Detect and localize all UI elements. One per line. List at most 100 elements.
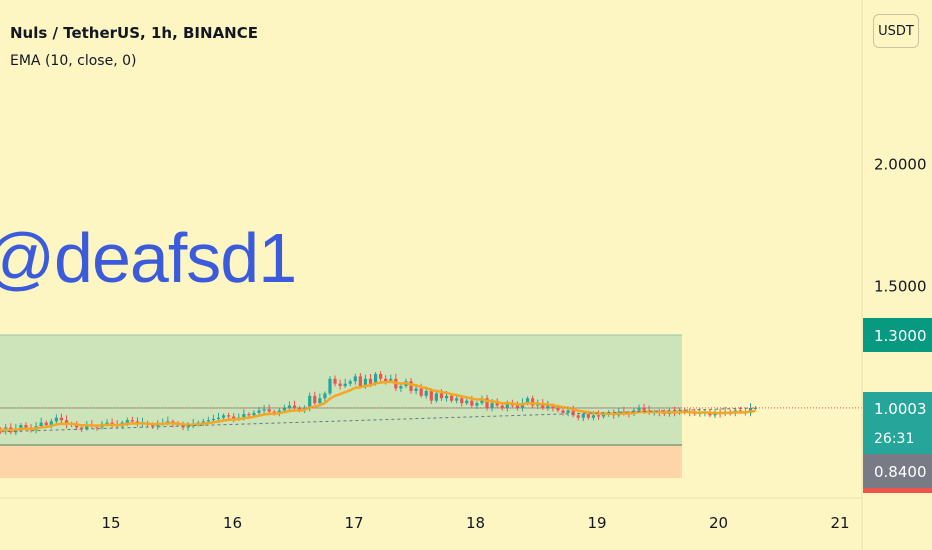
candle-body: [221, 415, 226, 418]
candle-body: [571, 410, 575, 416]
candle-body: [389, 378, 393, 382]
candle-body: [601, 414, 606, 417]
time-scale[interactable]: 15 16 17 18 19 20 21: [101, 514, 849, 532]
candle-body: [596, 415, 601, 417]
candle-body: [323, 393, 327, 399]
candle-body: [49, 421, 53, 426]
watermark-text: @deafsd1: [0, 219, 297, 297]
last-price-tag: [863, 392, 932, 454]
candle-body: [247, 414, 251, 416]
candle-body: [257, 410, 261, 413]
candle-body: [232, 416, 236, 419]
take-profit-tag-label: 1.3000: [874, 327, 927, 345]
candle-body: [439, 393, 444, 399]
candle-body: [262, 409, 266, 411]
candle-body: [424, 390, 428, 396]
candle-body: [338, 383, 342, 387]
candle-body: [252, 412, 256, 416]
candle-body: [318, 398, 322, 404]
candle-body: [368, 378, 373, 384]
candle-body: [282, 408, 286, 411]
candle-body: [328, 378, 332, 394]
time-tick-label: 21: [830, 514, 849, 532]
loss-zone: [0, 445, 682, 478]
candle-body: [80, 427, 84, 429]
position-zones: [0, 334, 682, 478]
time-tick-label: 19: [587, 514, 606, 532]
candle-body: [419, 388, 423, 396]
candle-body: [444, 395, 449, 399]
price-scale[interactable]: 2.0000 1.5000: [874, 156, 927, 296]
candle-body: [581, 414, 585, 418]
price-tick-label: 2.0000: [874, 156, 927, 174]
candle-body: [399, 386, 403, 389]
candle-body: [414, 388, 418, 391]
candle-body: [54, 417, 58, 422]
candle-body: [429, 390, 433, 401]
candle-body: [379, 373, 383, 379]
candle-body: [551, 405, 555, 408]
candle-body: [333, 378, 337, 384]
price-tick-label: 1.5000: [874, 277, 927, 295]
candle-body: [227, 415, 231, 417]
candle-body: [480, 398, 484, 404]
candle-body: [353, 376, 357, 382]
candle-body: [449, 395, 454, 401]
profit-zone: [0, 335, 682, 445]
time-tick-label: 20: [709, 514, 728, 532]
candle-body: [272, 411, 276, 413]
candle-body: [460, 398, 464, 404]
countdown-label: 26:31: [874, 431, 914, 447]
indicator-label[interactable]: EMA (10, close, 0): [10, 53, 137, 69]
candle-body: [44, 422, 48, 426]
candle-body: [586, 414, 590, 418]
candle-body: [495, 403, 499, 406]
candle-body: [434, 393, 438, 401]
trend-line: [0, 407, 756, 433]
stop-loss-tag-label: 0.8400: [874, 463, 927, 481]
candle-body: [308, 395, 312, 408]
candle-body: [561, 410, 565, 413]
ema-line: [0, 380, 756, 433]
stop-loss-edge: [863, 488, 932, 493]
candle-body: [642, 408, 646, 411]
candle-body: [384, 378, 388, 382]
candle-body: [753, 407, 758, 409]
time-tick-label: 17: [344, 514, 363, 532]
symbol-title[interactable]: Nuls / TetherUS, 1h, BINANCE: [10, 24, 258, 42]
chart-legend: Nuls / TetherUS, 1h, BINANCE EMA (10, cl…: [10, 24, 258, 69]
candle-body: [64, 420, 69, 426]
currency-button[interactable]: USDT: [873, 14, 919, 48]
candle-body: [211, 418, 216, 421]
time-tick-label: 18: [466, 514, 485, 532]
candle-body: [151, 425, 155, 427]
candle-body: [19, 425, 23, 429]
last-price-tag-label: 1.0003: [874, 400, 927, 418]
candle-body: [490, 403, 494, 408]
candle-body: [186, 426, 190, 428]
candle-body: [277, 410, 281, 413]
candle-body: [373, 373, 378, 384]
price-tags: 1.3000 1.0003 26:31 0.8400: [863, 318, 932, 493]
candle-body: [216, 417, 221, 419]
candle-body: [500, 405, 504, 408]
candle-body: [59, 417, 64, 421]
candle-body: [292, 405, 297, 408]
candle-body: [505, 403, 509, 408]
candle-body: [39, 422, 43, 427]
candle-body: [556, 408, 560, 411]
candle-body: [520, 403, 525, 408]
candle-body: [130, 420, 134, 422]
candle-body: [546, 405, 550, 408]
candle-body: [297, 408, 302, 411]
candle-body: [105, 422, 109, 424]
candle-body: [348, 381, 352, 384]
candle-body: [358, 376, 362, 387]
candle-body: [470, 400, 474, 406]
candle-body: [363, 378, 368, 387]
candle-body: [455, 398, 459, 401]
candle-body: [24, 425, 28, 428]
candle-body: [485, 398, 489, 408]
